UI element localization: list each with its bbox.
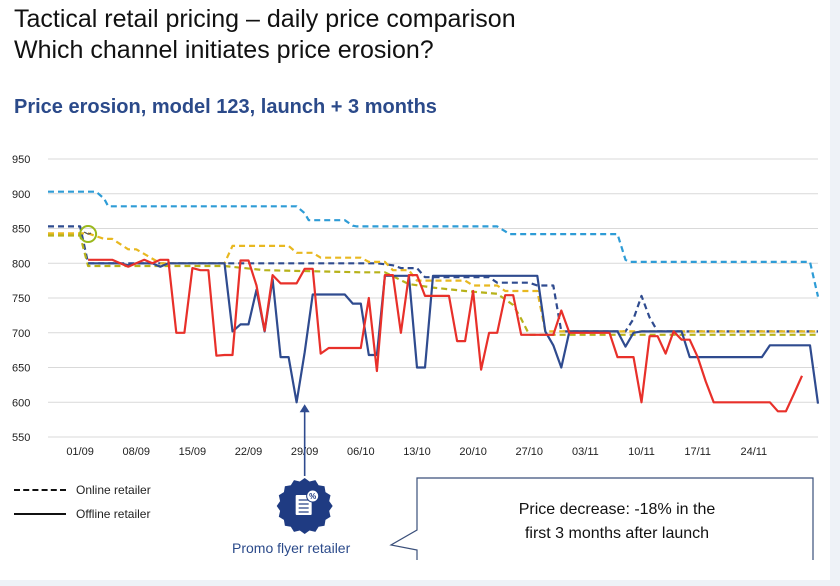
y-tick-label: 900 bbox=[12, 189, 30, 201]
x-tick-label: 03/11 bbox=[572, 446, 599, 458]
x-tick-label: 24/11 bbox=[740, 446, 767, 458]
legend-label-offline: Offline retailer bbox=[76, 507, 151, 521]
y-tick-label: 800 bbox=[12, 258, 30, 270]
y-tick-label: 850 bbox=[12, 224, 30, 236]
right-border-strip bbox=[830, 0, 840, 586]
x-tick-label: 27/10 bbox=[515, 446, 543, 458]
slide-title: Tactical retail pricing – daily price co… bbox=[14, 4, 516, 66]
callout-line-1: Price decrease: -18% in the bbox=[519, 501, 716, 518]
series-line-online-2 bbox=[48, 232, 818, 333]
title-line-2: Which channel initiates price erosion? bbox=[14, 36, 434, 64]
first-move-arrow-icon bbox=[83, 231, 92, 235]
bottom-border-strip bbox=[0, 580, 840, 586]
x-tick-label: 22/09 bbox=[235, 446, 263, 458]
series-line-online-0 bbox=[48, 190, 820, 297]
y-tick-label: 550 bbox=[12, 432, 30, 444]
first-move-circle-marker bbox=[79, 225, 98, 244]
price-erosion-chart: 550 600 650 700 750 800 850 900 950 01/09 08/09 15/… bbox=[12, 154, 820, 560]
title-line-1: Tactical retail pricing – daily price co… bbox=[14, 5, 516, 33]
y-tick-label: 750 bbox=[12, 293, 30, 305]
x-tick-label: 01/09 bbox=[66, 446, 94, 458]
x-tick-label: 15/09 bbox=[179, 446, 207, 458]
promo-flyer-label: Promo flyer retailer bbox=[232, 540, 351, 556]
chart-title: Price erosion, model 123, launch + 3 mon… bbox=[14, 96, 437, 118]
x-tick-label: 10/11 bbox=[628, 446, 655, 458]
x-tick-label: 20/10 bbox=[459, 446, 487, 458]
y-tick-label: 600 bbox=[12, 397, 30, 409]
legend-item-offline: Offline retailer bbox=[14, 502, 151, 526]
y-tick-label: 950 bbox=[12, 154, 30, 166]
dashed-line-swatch bbox=[14, 489, 66, 491]
x-tick-label: 08/09 bbox=[122, 446, 150, 458]
legend-item-online: Online retailer bbox=[14, 478, 151, 502]
series-line-offline-4 bbox=[88, 262, 820, 404]
callout-line-2: first 3 months after launch bbox=[525, 525, 709, 542]
percent-tag-icon bbox=[306, 489, 320, 503]
legend: Online retailer Offline retailer bbox=[14, 478, 151, 526]
x-tick-label: 17/11 bbox=[684, 446, 711, 458]
y-tick-label: 650 bbox=[12, 363, 30, 375]
promo-arrow-head bbox=[299, 404, 310, 413]
callout-box bbox=[389, 477, 814, 560]
solid-line-swatch bbox=[14, 513, 66, 515]
x-tick-label: 13/10 bbox=[403, 446, 431, 458]
x-tick-label: 06/10 bbox=[347, 446, 375, 458]
percent-symbol: % bbox=[309, 492, 316, 501]
series-line-offline-5 bbox=[88, 258, 804, 413]
legend-label-online: Online retailer bbox=[76, 483, 151, 497]
series-line-online-1 bbox=[48, 225, 818, 333]
y-tick-label: 700 bbox=[12, 328, 30, 340]
